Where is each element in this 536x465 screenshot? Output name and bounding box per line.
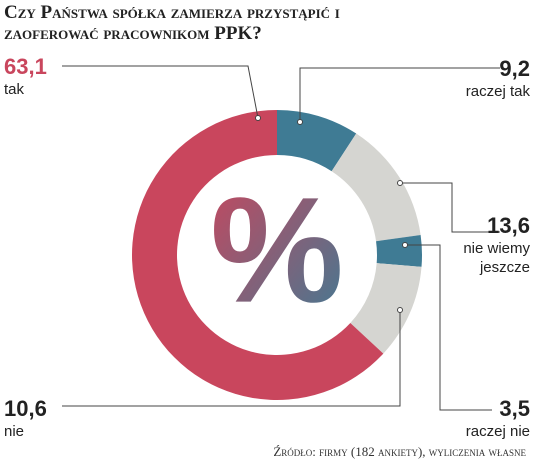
leader-line [299, 67, 500, 122]
category-label: tak [4, 81, 25, 98]
slice-label: 63,1 tak [4, 54, 47, 99]
slice-label: 3,5 raczej nie [466, 396, 530, 441]
slice-label: 13,6 nie wiemy jeszcze [440, 213, 530, 277]
leader-line [62, 65, 259, 119]
value-label: 9,2 [499, 56, 530, 81]
slice-label: 10,6 nie [4, 396, 47, 441]
leader-dot [397, 180, 403, 186]
leader-dot [397, 307, 403, 313]
donut-segment [350, 263, 422, 354]
value-label: 10,6 [4, 396, 47, 421]
leader-line [400, 182, 500, 233]
category-label: raczej tak [465, 83, 530, 100]
donut-segment [277, 110, 357, 172]
slice-label: 9,2 raczej tak [466, 56, 530, 101]
leader-dot [402, 242, 408, 248]
value-label: 3,5 [499, 396, 530, 421]
donut-segment [132, 110, 384, 400]
leader-line [405, 244, 492, 411]
center-symbol: % [210, 166, 343, 334]
leader-line [62, 310, 401, 407]
source-note: Źródło: firmy (182 ankiety), wyliczenia … [273, 444, 526, 459]
category-label: raczej nie [465, 423, 530, 440]
chart-title: Czy Państwa spółka zamierza przystąpić i… [4, 2, 340, 44]
category-label: nie wiemy jeszcze [463, 240, 530, 276]
donut-segment [376, 235, 423, 267]
value-label: 13,6 [487, 213, 530, 238]
value-label: 63,1 [4, 54, 47, 79]
leader-dot [255, 115, 261, 121]
category-label: nie [4, 423, 25, 440]
donut-segment [331, 133, 421, 242]
leader-dot [297, 119, 303, 125]
